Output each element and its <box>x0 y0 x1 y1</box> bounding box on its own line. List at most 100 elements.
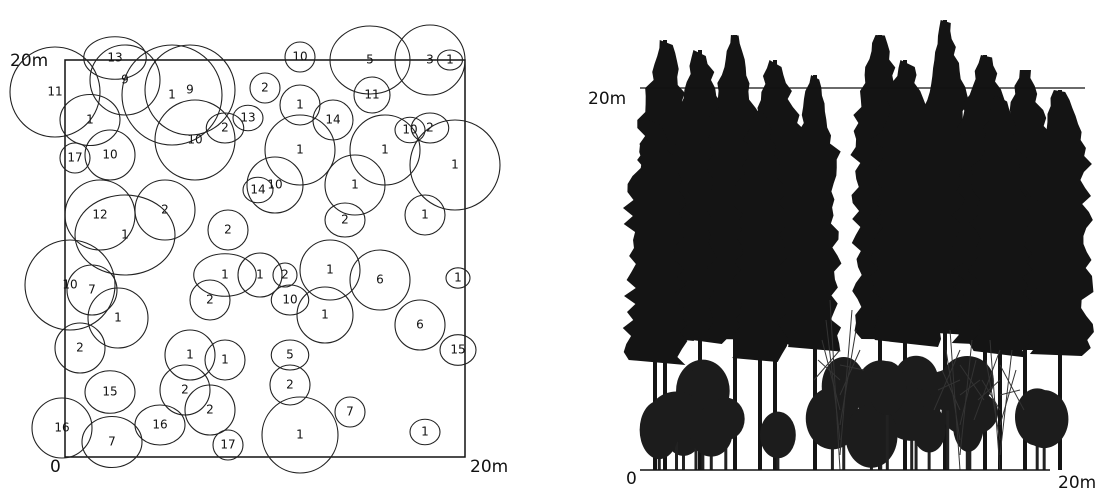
crown-label: 1 <box>326 263 334 277</box>
crown-label: 1 <box>256 268 264 282</box>
crown-label: 14 <box>250 183 265 197</box>
plot-frame <box>65 60 465 457</box>
crown-label: 14 <box>325 113 340 127</box>
crown-label: 9 <box>121 73 129 87</box>
crown: 1 <box>75 195 175 275</box>
crown-silhouette <box>1020 390 1068 448</box>
crown: 17 <box>213 430 243 460</box>
top-label: 20m <box>10 51 48 71</box>
crown-label: 10 <box>187 133 202 147</box>
branch <box>1000 365 1024 410</box>
crown-label: 5 <box>286 348 294 362</box>
crown-label: 2 <box>181 383 189 397</box>
crown-label: 1 <box>351 178 359 192</box>
crown-label: 2 <box>286 378 294 392</box>
crown-label: 10 <box>292 50 307 64</box>
crown-label: 3 <box>426 53 434 67</box>
crown-label: 10 <box>62 278 77 292</box>
crown-label: 2 <box>76 341 84 355</box>
crown-label: 13 <box>107 51 122 65</box>
crown-silhouette <box>912 405 945 452</box>
crown: 2 <box>208 210 248 250</box>
crown: 1 <box>262 397 338 473</box>
right-label: 20m <box>1058 473 1096 493</box>
crown-label: 1 <box>446 53 454 67</box>
crown: 2 <box>270 365 310 405</box>
crown: 15 <box>440 335 476 366</box>
crown: 1 <box>88 288 148 348</box>
crown-silhouette <box>690 407 733 456</box>
crown: 6 <box>395 300 445 350</box>
crown-silhouette <box>640 401 679 459</box>
crown-label: 2 <box>221 121 229 135</box>
crown-label: 10 <box>102 148 117 162</box>
origin-label: 0 <box>626 469 637 489</box>
crown: 15 <box>85 371 135 414</box>
crown-label: 2 <box>224 223 232 237</box>
crown-label: 6 <box>416 318 424 332</box>
crown: 9 <box>90 45 160 115</box>
crown-label: 2 <box>206 293 214 307</box>
crown: 1 <box>280 85 320 125</box>
crown-label: 1 <box>221 353 229 367</box>
crown-label: 15 <box>102 385 117 399</box>
crown-label: 9 <box>186 83 194 97</box>
crown: 1 <box>410 120 500 210</box>
crown-label: 1 <box>421 425 429 439</box>
crown-label: 7 <box>346 405 354 419</box>
crown: 11 <box>354 77 390 113</box>
crown: 2 <box>190 280 230 320</box>
crown-label: 16 <box>152 418 167 432</box>
crown: 10 <box>85 130 135 180</box>
branch <box>1000 370 1016 425</box>
understory-tree <box>640 401 679 470</box>
crown: 13 <box>84 37 147 80</box>
crown-label: 1 <box>114 311 122 325</box>
crown: 1 <box>446 268 470 288</box>
crown-label: 1 <box>451 158 459 172</box>
origin-label: 0 <box>50 457 61 477</box>
crown-label: 1 <box>221 268 229 282</box>
crown-label: 12 <box>92 208 107 222</box>
crown: 1 <box>410 419 440 445</box>
crown-label: 1 <box>421 208 429 222</box>
crown-label: 1 <box>381 143 389 157</box>
crown-label: 10 <box>267 178 282 192</box>
crown-label: 1 <box>454 271 462 285</box>
crown-label: 15 <box>450 343 465 357</box>
crown-label: 2 <box>261 81 269 95</box>
crown: 1 <box>297 287 353 343</box>
crown-label: 1 <box>296 428 304 442</box>
crown: 16 <box>135 405 185 445</box>
top-label: 20m <box>588 89 626 109</box>
crown-label: 1 <box>86 113 94 127</box>
crown: 7 <box>335 397 365 427</box>
crown-label: 11 <box>47 85 62 99</box>
crown: 2 <box>325 203 365 237</box>
crown-label: 1 <box>321 308 329 322</box>
crown: 2 <box>55 323 105 373</box>
crown-label: 13 <box>240 111 255 125</box>
crown-label: 11 <box>364 88 379 102</box>
crown: 2 <box>273 263 297 287</box>
crown-label: 1 <box>296 98 304 112</box>
crown: 1 <box>205 340 245 380</box>
crown-label: 1 <box>168 88 176 102</box>
crown: 1 <box>405 195 445 235</box>
figure: 20m 0 20m 131921053111911710102131141111… <box>0 0 1105 499</box>
understory-tree <box>760 412 796 470</box>
crown: 10 <box>25 240 115 330</box>
crown: 2 <box>135 180 195 240</box>
crown: 10 <box>285 42 315 72</box>
right-label: 20m <box>470 457 508 477</box>
crown: 13 <box>233 105 263 131</box>
crown: 10 <box>395 117 425 143</box>
crown-silhouette <box>760 412 796 459</box>
crown-label: 5 <box>366 53 374 67</box>
crown: 10 <box>271 285 309 315</box>
crown: 1 <box>300 240 360 300</box>
profile-diagram: 20m 0 20m <box>588 20 1096 493</box>
crown-label: 1 <box>121 228 129 242</box>
crown: 10 <box>155 100 235 180</box>
crown-label: 17 <box>220 438 235 452</box>
